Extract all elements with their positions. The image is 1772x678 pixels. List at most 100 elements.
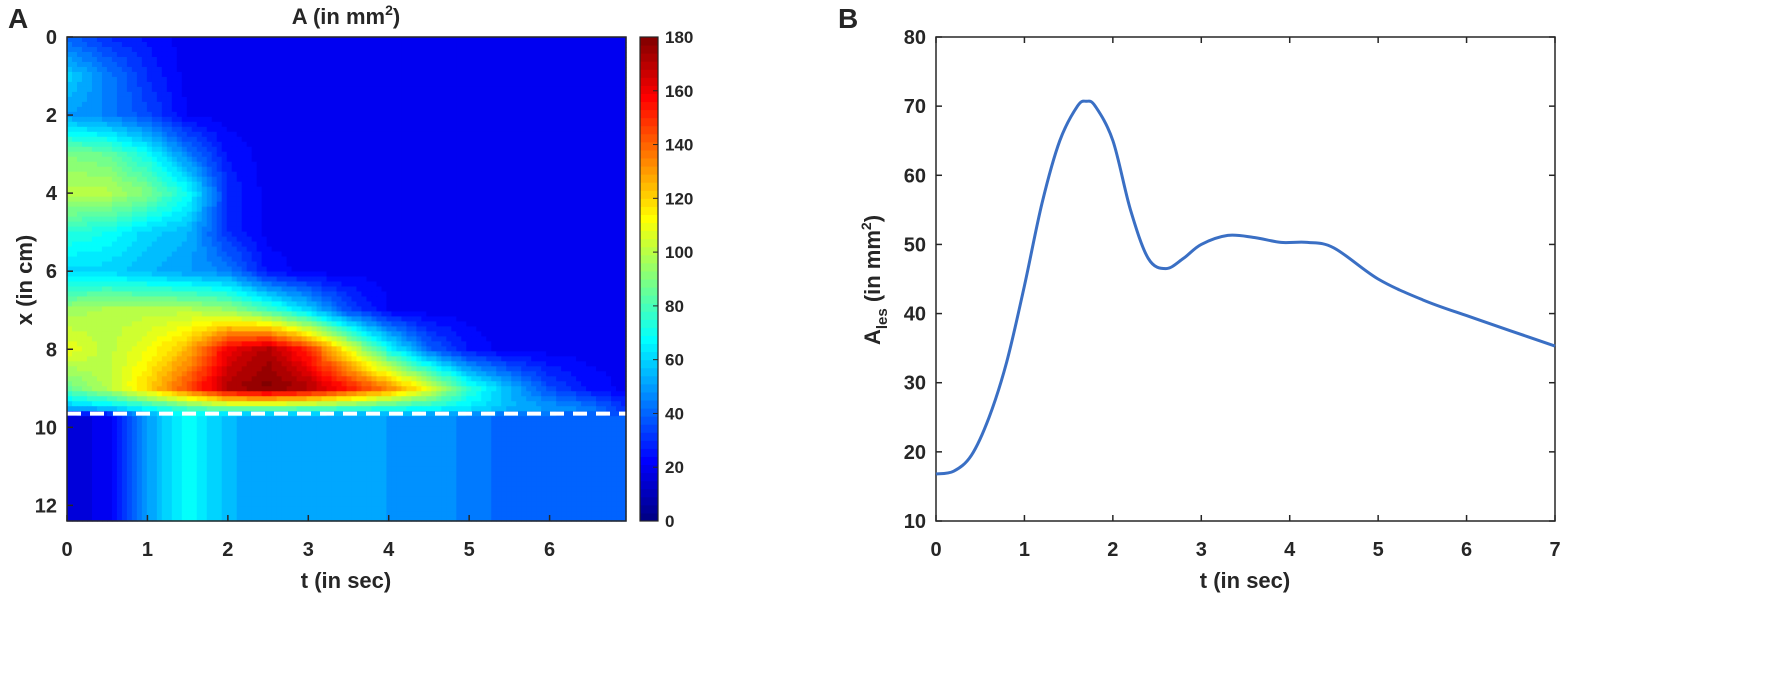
heatmap-cell bbox=[446, 91, 452, 98]
heatmap-cell bbox=[386, 146, 393, 153]
heatmap-cell bbox=[411, 136, 417, 143]
heatmap-cell bbox=[181, 171, 188, 178]
heatmap-cell bbox=[356, 161, 363, 168]
heatmap-cell bbox=[451, 91, 457, 98]
heatmap-cell bbox=[186, 66, 193, 73]
heatmap-cell bbox=[616, 116, 622, 123]
heatmap-cell bbox=[71, 151, 78, 158]
heatmap-cell bbox=[571, 206, 577, 213]
heatmap-cell bbox=[511, 176, 517, 183]
heatmap-cell bbox=[136, 166, 143, 173]
heatmap-cell bbox=[476, 196, 482, 203]
heatmap-cell bbox=[371, 111, 378, 118]
heatmap-cell bbox=[71, 111, 78, 118]
heatmap-cell bbox=[506, 211, 512, 218]
heatmap-cell bbox=[181, 161, 188, 168]
heatmap-cell bbox=[476, 81, 482, 88]
heatmap-cell bbox=[526, 61, 532, 68]
heatmap-cell bbox=[361, 41, 368, 48]
heatmap-cell bbox=[201, 236, 208, 243]
heatmap-cell bbox=[161, 146, 168, 153]
heatmap-cell bbox=[346, 236, 353, 243]
heatmap-cell bbox=[586, 81, 592, 88]
heatmap-cell bbox=[67, 241, 73, 248]
heatmap-cell bbox=[491, 91, 497, 98]
heatmap-cell bbox=[471, 91, 477, 98]
heatmap-cell bbox=[306, 86, 313, 93]
heatmap-cell bbox=[236, 231, 243, 238]
heatmap-cell bbox=[611, 201, 617, 208]
heatmap-cell bbox=[156, 216, 163, 223]
heatmap-cell bbox=[276, 86, 283, 93]
heatmap-cell bbox=[311, 251, 318, 258]
heatmap-cell bbox=[101, 111, 108, 118]
heatmap-cell bbox=[396, 41, 402, 48]
heatmap-cell bbox=[401, 161, 407, 168]
heatmap-cell bbox=[396, 226, 402, 233]
heatmap-cell bbox=[221, 211, 228, 218]
heatmap-cell bbox=[521, 71, 527, 78]
heatmap-cell bbox=[196, 171, 203, 178]
heatmap-cell bbox=[521, 91, 527, 98]
heatmap-cell bbox=[581, 161, 587, 168]
heatmap-cell bbox=[186, 206, 193, 213]
heatmap-cell bbox=[201, 86, 208, 93]
heatmap-cell bbox=[431, 141, 437, 148]
heatmap-cell bbox=[436, 61, 442, 68]
heatmap-cell bbox=[441, 201, 447, 208]
heatmap-cell bbox=[351, 81, 358, 88]
heatmap-cell bbox=[106, 241, 113, 248]
heatmap-cell bbox=[71, 231, 78, 238]
heatmap-cell bbox=[306, 51, 313, 58]
heatmap-cell bbox=[396, 236, 402, 243]
heatmap-cell bbox=[76, 37, 83, 43]
heatmap-cell bbox=[261, 156, 268, 163]
heatmap-cell bbox=[256, 156, 263, 163]
heatmap-cell bbox=[141, 251, 148, 258]
heatmap-cell bbox=[241, 251, 248, 258]
heatmap-cell bbox=[86, 191, 93, 198]
heatmap-cell bbox=[356, 186, 363, 193]
heatmap-cell bbox=[481, 216, 487, 223]
heatmap-cell bbox=[111, 81, 118, 88]
heatmap-cell bbox=[571, 151, 577, 158]
heatmap-cell bbox=[301, 116, 308, 123]
heatmap-cell bbox=[336, 51, 343, 58]
heatmap-cell bbox=[456, 121, 462, 128]
heatmap-cell bbox=[106, 246, 113, 253]
heatmap-cell bbox=[101, 136, 108, 143]
heatmap-cell bbox=[496, 51, 502, 58]
heatmap-cell bbox=[271, 206, 278, 213]
heatmap-cell bbox=[276, 241, 283, 248]
heatmap-cell bbox=[581, 156, 587, 163]
heatmap-cell bbox=[251, 251, 258, 258]
heatmap-cell bbox=[106, 251, 113, 258]
heatmap-cell bbox=[156, 61, 163, 68]
heatmap-cell bbox=[546, 171, 552, 178]
heatmap-cell bbox=[521, 251, 527, 258]
heatmap-cell bbox=[576, 66, 582, 73]
heatmap-cell bbox=[371, 201, 378, 208]
heatmap-cell bbox=[421, 136, 427, 143]
heatmap-cell bbox=[296, 191, 303, 198]
heatmap-cell bbox=[461, 86, 467, 93]
heatmap-cell bbox=[161, 166, 168, 173]
heatmap-cell bbox=[81, 196, 88, 203]
heatmap-cell bbox=[326, 196, 333, 203]
heatmap-cell bbox=[481, 81, 487, 88]
heatmap-cell bbox=[496, 166, 502, 173]
heatmap-cell bbox=[81, 136, 88, 143]
heatmap-cell bbox=[521, 206, 527, 213]
heatmap-cell bbox=[131, 121, 138, 128]
heatmap-cell bbox=[421, 101, 427, 108]
heatmap-cell bbox=[381, 201, 388, 208]
heatmap-cell bbox=[491, 101, 497, 108]
heatmap-cell bbox=[161, 76, 168, 83]
heatmap-cell bbox=[191, 61, 198, 68]
heatmap-cell bbox=[561, 196, 567, 203]
heatmap-cell bbox=[401, 251, 407, 258]
heatmap-cell bbox=[311, 71, 318, 78]
heatmap-cell bbox=[286, 66, 293, 73]
heatmap-cell bbox=[446, 131, 452, 138]
heatmap-cell bbox=[621, 106, 627, 113]
